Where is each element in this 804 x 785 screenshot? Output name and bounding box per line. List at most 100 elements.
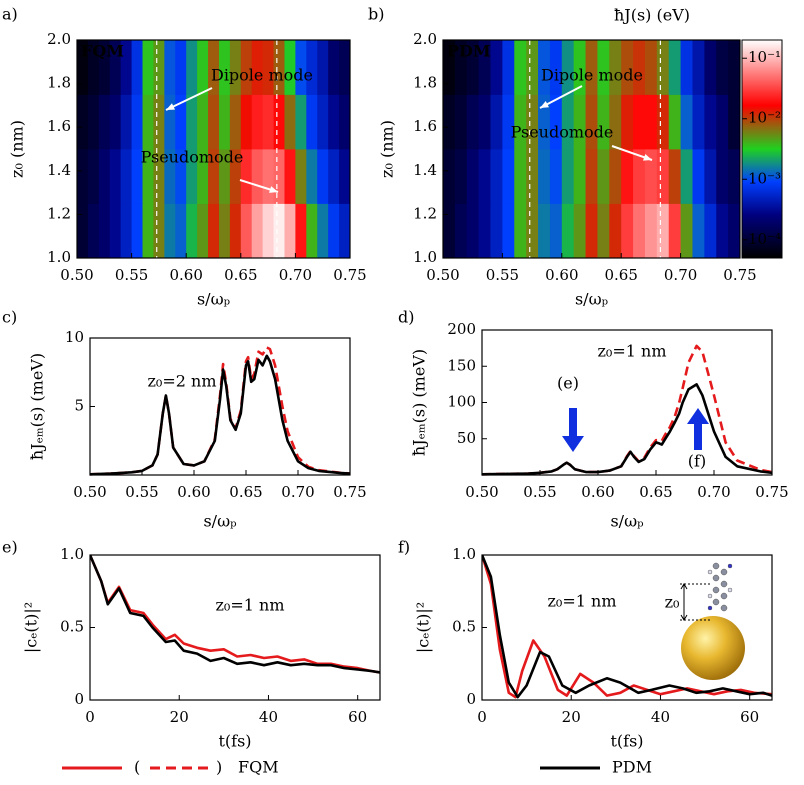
- heatmap-cell: [549, 40, 563, 95]
- x-tick-label: 0.65: [604, 266, 637, 284]
- heatmap-cell: [454, 40, 468, 95]
- heatmap-cell: [514, 94, 527, 150]
- x-tick-label: 0.60: [545, 266, 578, 284]
- heatmap-cell: [561, 203, 575, 259]
- line-series: [482, 383, 772, 476]
- heatmap-cell: [644, 203, 658, 259]
- heatmap-cell: [728, 94, 741, 150]
- y-tick-label: 10: [65, 328, 84, 346]
- heatmap-cell: [728, 40, 741, 95]
- heatmap-cell: [644, 149, 658, 204]
- heatmap-cell: [502, 149, 515, 204]
- heatmap-cell: [656, 94, 670, 150]
- heatmap-cell: [87, 94, 100, 150]
- y-tick-label: 100: [447, 393, 476, 411]
- x-tick-label: 0.50: [60, 266, 93, 284]
- heatmap-cell: [87, 203, 100, 259]
- heatmap-cell: [317, 94, 329, 150]
- heatmap-cell: [490, 94, 503, 150]
- x-tick-label: 0.50: [73, 483, 106, 501]
- x-tick-label: 40: [259, 708, 278, 726]
- arrow: [165, 87, 213, 111]
- annotation: (f): [688, 452, 706, 471]
- heatmap-cell: [526, 40, 539, 95]
- heatmap-cell: [186, 203, 198, 259]
- heatmap-cell: [87, 40, 100, 95]
- x-tick-label: 0.70: [697, 483, 730, 501]
- annotation: z₀=2 nm: [148, 372, 217, 391]
- x-tick-label: 0.65: [639, 483, 672, 501]
- x-tick-label: 0.60: [177, 483, 210, 501]
- heatmap-cell: [229, 149, 242, 204]
- panel-label: f): [398, 538, 410, 557]
- heatmap-cell: [317, 40, 329, 95]
- y-tick-label: 1.6: [47, 117, 71, 135]
- heatmap-cell: [98, 203, 111, 259]
- heatmap-cell: [328, 40, 340, 95]
- line-series: [90, 354, 350, 476]
- x-axis-label: s/ωₚ: [575, 290, 608, 309]
- heatmap-cell: [306, 149, 318, 204]
- x-tick-label: 20: [562, 708, 581, 726]
- heatmap-cell: [164, 203, 176, 259]
- heatmap-cell: [490, 149, 503, 204]
- heatmap-cell: [538, 203, 551, 259]
- heatmap-cell: [218, 94, 231, 150]
- y-tick-label: 1.4: [413, 161, 437, 179]
- heatmap-cell: [526, 203, 539, 259]
- heatmap-cell: [109, 203, 122, 259]
- y-tick-label: 1.4: [47, 161, 71, 179]
- line-series: [90, 346, 350, 476]
- heatmap-cell: [609, 40, 622, 95]
- heatmap-cell: [273, 40, 285, 95]
- heatmap-cell: [633, 94, 646, 150]
- heatmap-cell: [339, 149, 351, 204]
- heatmap-cell: [284, 149, 296, 204]
- heatmap-cell: [153, 203, 165, 259]
- line-series: [482, 554, 772, 699]
- heatmap-cell: [466, 40, 480, 95]
- y-tick-label: 1.0: [60, 545, 84, 563]
- y-axis-label: z₀ (nm): [8, 120, 27, 178]
- inset-illustration: [680, 562, 745, 680]
- x-tick-label: 0.55: [125, 483, 158, 501]
- heatmap-cell: [680, 203, 693, 259]
- heatmap-cell: [478, 203, 491, 259]
- annotation: z₀=1 nm: [598, 342, 667, 361]
- heatmap-cell: [585, 203, 598, 259]
- panel-label: e): [2, 538, 18, 557]
- y-tick-label: 0: [466, 690, 476, 708]
- y-tick-label: 200: [447, 320, 476, 338]
- colorbar-title: ħJ(s) (eV): [614, 6, 690, 25]
- heatmap-cell: [218, 40, 231, 95]
- annotation: z₀: [665, 593, 680, 612]
- heatmap-cell: [597, 203, 610, 259]
- heatmap-cell: [197, 40, 209, 95]
- heatmap-cell: [716, 203, 729, 259]
- heatmap-cell: [573, 40, 586, 95]
- heatmap-cell: [621, 203, 634, 259]
- heatmap-cell: [164, 40, 176, 95]
- heatmap-cell: [692, 94, 705, 150]
- heatmap-cell: [295, 94, 307, 150]
- heatmap-cell: [490, 40, 503, 95]
- heatmap-cell: [478, 94, 491, 150]
- heatmap-cell: [466, 203, 480, 259]
- y-tick-label: 0.5: [452, 618, 476, 636]
- heatmap-cell: [142, 203, 154, 259]
- y-axis-label: z₀ (nm): [378, 120, 397, 178]
- heatmap-cell: [644, 94, 658, 150]
- heatmap-cell: [526, 149, 539, 204]
- heatmap-cell: [229, 40, 242, 95]
- x-tick-label: 0.60: [581, 483, 614, 501]
- heatmap-cell: [284, 203, 296, 259]
- heatmap-cell: [273, 149, 285, 204]
- heatmap-cell: [87, 149, 100, 204]
- heatmap-cell: [478, 149, 491, 204]
- gold-sphere: [681, 616, 745, 680]
- y-tick-label: 1.2: [413, 204, 437, 222]
- heatmap-cell: [240, 149, 253, 204]
- heatmap-cell: [142, 40, 154, 95]
- legend-label: PDM: [612, 758, 652, 777]
- heatmap-cell: [295, 149, 307, 204]
